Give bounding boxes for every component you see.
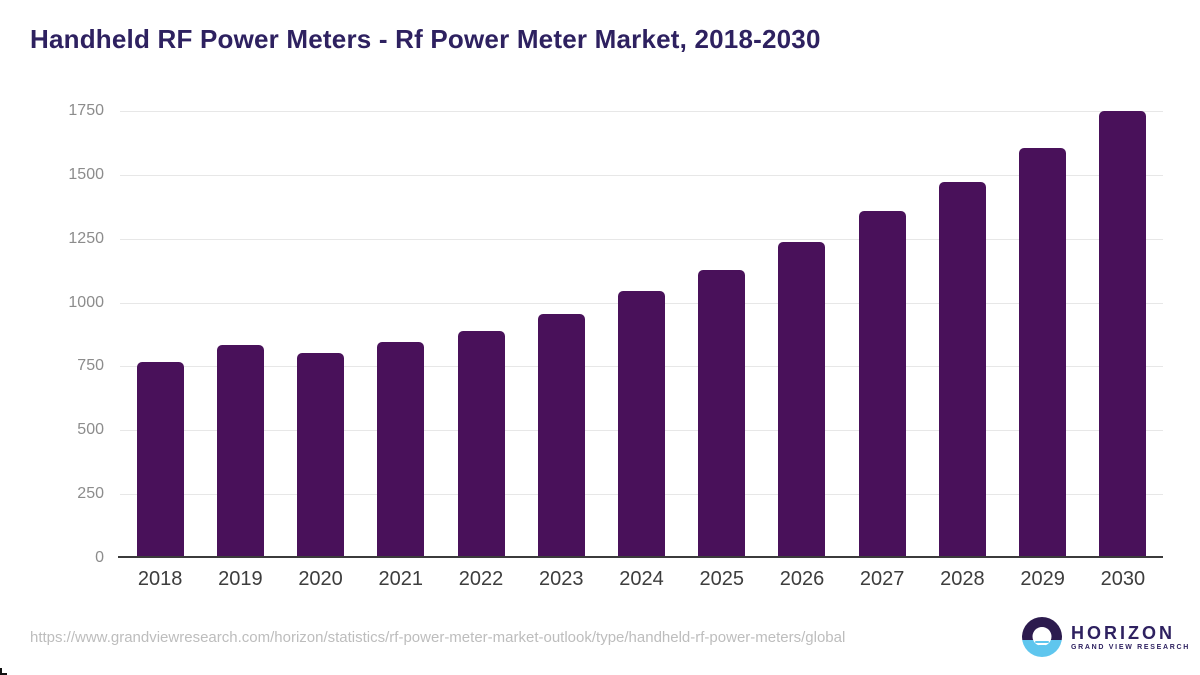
source-url: https://www.grandviewresearch.com/horizo… xyxy=(30,629,846,646)
x-tick-label-2021: 2021 xyxy=(378,568,424,590)
bar-2029 xyxy=(1019,148,1067,557)
plot-area: Market Size (US$M) 025050075010001250150… xyxy=(68,102,1163,590)
bar-2022 xyxy=(457,330,505,557)
gridline-1500 xyxy=(120,174,1163,176)
gridline-1750 xyxy=(120,111,1163,112)
x-tick-label-2030: 2030 xyxy=(1100,568,1146,590)
y-tick-label-250: 250 xyxy=(77,485,104,503)
x-tick-label-2029: 2029 xyxy=(1020,568,1065,590)
y-tick-label-500: 500 xyxy=(77,421,104,439)
bar-2019 xyxy=(216,345,264,557)
x-tick-label-2023: 2023 xyxy=(539,568,584,590)
logo-tagline: GRAND VIEW RESEARCH xyxy=(1071,643,1191,651)
brand-logo: HORIZON GRAND VIEW RESEARCH xyxy=(1022,617,1190,657)
x-tick-label-2026: 2026 xyxy=(779,568,825,590)
x-tick-label-2024: 2024 xyxy=(619,568,664,590)
bar-2030 xyxy=(1099,111,1147,557)
gridline-1250 xyxy=(120,238,1163,240)
reflection-stripe xyxy=(1038,645,1046,647)
sun-shape xyxy=(1032,627,1052,646)
bar-2020 xyxy=(297,352,345,557)
bar-2025 xyxy=(698,269,746,557)
logo-brand-name: HORIZON xyxy=(1071,622,1175,643)
bar-2023 xyxy=(537,314,585,557)
cursor-artifact xyxy=(0,668,7,675)
x-tick-label-2027: 2027 xyxy=(859,568,905,590)
x-tick-label-2025: 2025 xyxy=(699,568,744,590)
y-tick-label-1000: 1000 xyxy=(68,293,104,311)
reflection-stripe xyxy=(1035,641,1049,643)
bar-2018 xyxy=(136,361,184,557)
y-tick-label-1750: 1750 xyxy=(68,102,104,119)
bar-2027 xyxy=(858,210,906,557)
x-axis-line xyxy=(118,556,1163,558)
x-tick-label-2022: 2022 xyxy=(458,568,504,590)
x-tick-label-2028: 2028 xyxy=(940,568,985,590)
x-tick-label-2018: 2018 xyxy=(137,568,183,590)
bar-2026 xyxy=(778,241,826,557)
bar-2024 xyxy=(618,291,665,557)
x-tick-label-2019: 2019 xyxy=(218,568,263,590)
y-tick-label-750: 750 xyxy=(77,357,104,375)
x-tick-label-2020: 2020 xyxy=(298,568,343,590)
y-tick-label-0: 0 xyxy=(95,549,104,566)
horizon-sun-icon xyxy=(1022,617,1062,657)
bar-2021 xyxy=(377,342,425,557)
logo-text: HORIZON GRAND VIEW RESEARCH xyxy=(1071,623,1190,652)
y-tick-label-1500: 1500 xyxy=(68,165,104,183)
bar-2028 xyxy=(938,181,986,557)
y-tick-label-1250: 1250 xyxy=(68,229,104,247)
chart-title: Handheld RF Power Meters - Rf Power Mete… xyxy=(30,24,821,54)
